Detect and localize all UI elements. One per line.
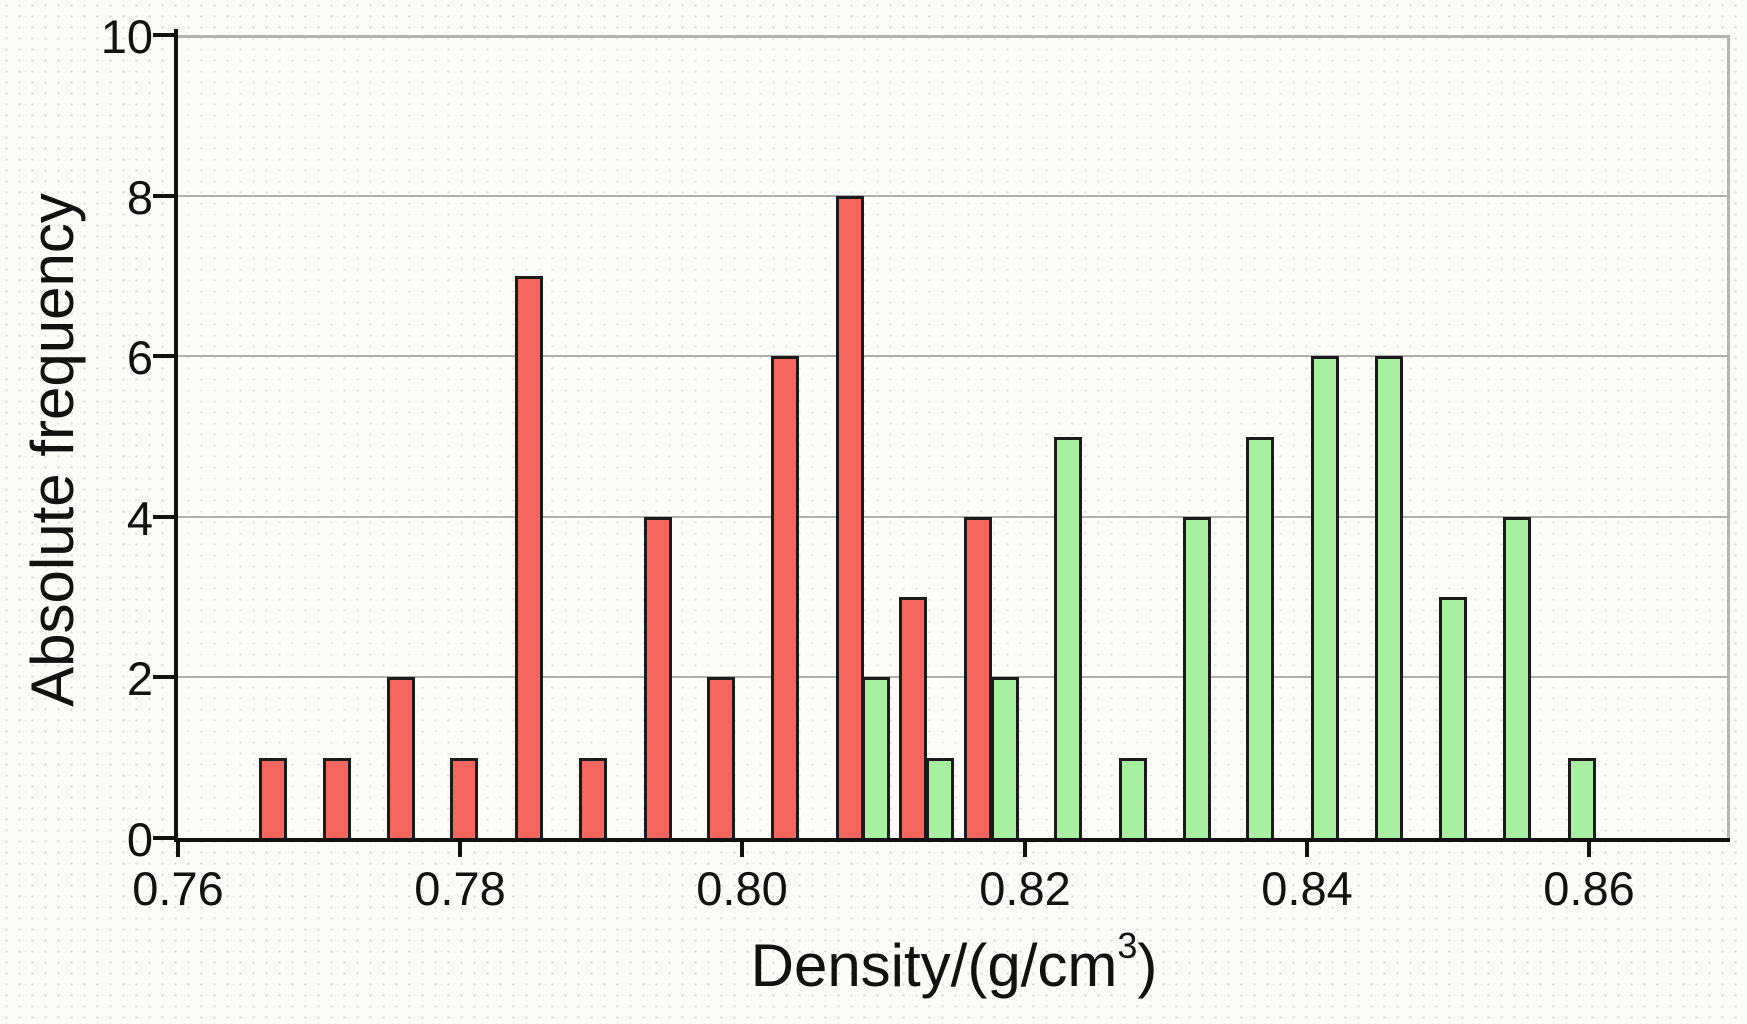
y-tick-label: 0 (126, 813, 153, 866)
red-histogram-bar (964, 517, 992, 838)
x-axis-title-superscript: 3 (1117, 925, 1138, 966)
red-histogram-bar (644, 517, 672, 838)
x-tick-label: 0.80 (696, 862, 788, 915)
y-tick-label: 10 (100, 10, 153, 63)
x-tick-0.86 (1587, 838, 1591, 857)
y-tick-label: 2 (126, 652, 153, 705)
x-tick-label: 0.78 (414, 862, 506, 915)
red-histogram-bar (899, 597, 927, 838)
red-histogram-bar (450, 758, 478, 838)
plot-area: 0.76 0.78 0.80 0.82 0.84 0.86 0 2 4 6 8 10 (101, 10, 1730, 915)
red-histogram-bar (515, 276, 543, 838)
y-tick-label: 8 (126, 171, 153, 224)
green-histogram-bar (1311, 356, 1339, 838)
x-tick-label: 0.86 (1543, 862, 1635, 915)
x-tick-0.82 (1023, 838, 1027, 857)
green-histogram-bar (862, 677, 890, 838)
green-histogram-bar (1246, 437, 1274, 839)
y-tick-6 (153, 354, 174, 358)
x-tick-label: 0.76 (132, 862, 224, 915)
y-tick-4 (153, 515, 174, 519)
y-tick-label: 6 (126, 331, 153, 384)
y-tick-10 (153, 33, 174, 37)
plot-frame-top (178, 35, 1730, 38)
x-tick-0.80 (740, 838, 744, 857)
red-histogram-bar (771, 356, 799, 838)
y-tick-label: 4 (126, 492, 153, 545)
red-histogram-bar (387, 677, 415, 838)
green-histogram-bar (1568, 758, 1596, 838)
plot-frame-right (1727, 35, 1730, 838)
y-tick-2 (153, 675, 174, 679)
red-histogram-bar (323, 758, 351, 838)
green-histogram-bar (991, 677, 1019, 838)
x-tick-0.84 (1305, 838, 1309, 857)
green-histogram-bar (1183, 517, 1211, 838)
red-histogram-bar (707, 677, 735, 838)
x-tick-label: 0.84 (1261, 862, 1353, 915)
gridline-y-6 (178, 355, 1730, 358)
x-axis-title-text: Density/(g/cm (750, 932, 1118, 999)
x-tick-label: 0.82 (979, 862, 1071, 915)
y-tick-8 (153, 194, 174, 198)
x-axis-title: Density/(g/cm3) (751, 925, 1158, 1000)
x-axis-title-close: ) (1137, 932, 1158, 999)
green-histogram-bar (1119, 758, 1147, 838)
green-histogram-bar (926, 758, 954, 838)
gridline-y-2 (178, 676, 1730, 679)
y-tick-0 (153, 836, 174, 840)
gridline-y-4 (178, 515, 1730, 518)
x-tick-0.76 (176, 838, 180, 857)
gridline-y-8 (178, 194, 1730, 197)
red-histogram-bar (259, 758, 287, 838)
green-histogram-bar (1375, 356, 1403, 838)
green-histogram-bar (1503, 517, 1531, 838)
y-axis-title: Absolute frequency (19, 193, 86, 707)
green-histogram-bar (1054, 437, 1082, 839)
red-histogram-bar (579, 758, 607, 838)
y-axis-line (174, 29, 178, 838)
x-tick-0.78 (458, 838, 462, 857)
green-histogram-bar (1439, 597, 1467, 838)
x-axis-line (174, 838, 1730, 842)
red-histogram-bar (836, 196, 864, 838)
